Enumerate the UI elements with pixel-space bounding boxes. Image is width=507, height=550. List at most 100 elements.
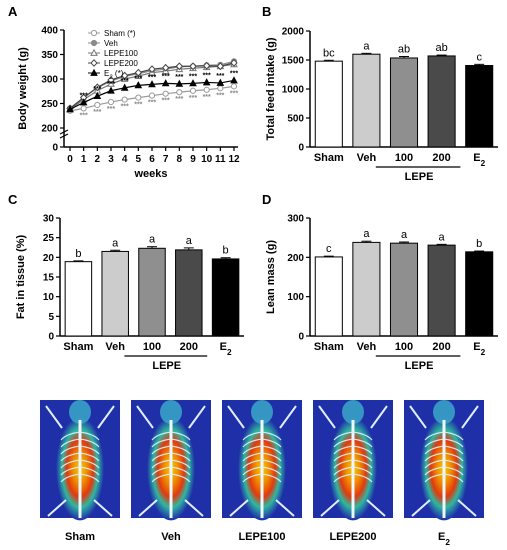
- y-tick-label: 300: [41, 75, 58, 86]
- bar: [465, 251, 494, 337]
- data-point: [120, 83, 129, 91]
- y-axis-title: Total feed intake (g): [265, 37, 277, 140]
- head-region: [160, 400, 182, 424]
- data-point: [175, 62, 184, 71]
- significance-marker: ***: [175, 96, 183, 103]
- head-region: [342, 400, 364, 424]
- data-point: [176, 89, 183, 96]
- data-point: [135, 94, 142, 101]
- data-point: [202, 61, 211, 70]
- significance-letter: a: [401, 229, 408, 241]
- significance-letter: a: [186, 235, 193, 247]
- data-point: [90, 59, 98, 67]
- x-tick-label: 6: [149, 154, 155, 165]
- data-point: [148, 65, 156, 74]
- significance-letter: a: [363, 40, 370, 52]
- significance-letter: a: [363, 228, 370, 240]
- bar: [314, 256, 343, 337]
- data-point: [107, 76, 115, 84]
- bar: [427, 244, 456, 337]
- y-tick-label: 400: [41, 26, 58, 37]
- axis-break-mark: [59, 133, 69, 139]
- legend-label: Veh: [104, 39, 118, 48]
- group-label: LEPE: [405, 171, 434, 183]
- ct-scan-veh: Veh: [131, 400, 211, 543]
- panel-label-d: D: [262, 192, 271, 207]
- scan-label: E2: [438, 531, 450, 547]
- forelimb: [45, 405, 115, 429]
- rib: [60, 452, 100, 462]
- scan-label: Sham: [65, 531, 95, 543]
- rib: [60, 459, 100, 469]
- data-point: [134, 68, 143, 77]
- x-tick-label: 10: [201, 154, 213, 165]
- category-label: 200: [432, 152, 450, 164]
- ct-scan-sham: Sham: [40, 400, 120, 543]
- rib: [424, 459, 464, 469]
- x-tick-label: 12: [228, 154, 240, 165]
- rib: [151, 438, 191, 448]
- panel-b-bar-chart: 0 500 1000 1500 2000 Total feed intake (g) bc S…: [265, 27, 498, 183]
- data-point: [134, 81, 143, 89]
- rib: [60, 473, 100, 483]
- rib: [242, 445, 282, 455]
- ct-scan-lepe100: LEPE100: [222, 400, 302, 543]
- category-label: Veh: [357, 152, 377, 164]
- rib: [424, 466, 464, 476]
- scan-label: LEPE100: [238, 531, 285, 543]
- significance-letter: b: [223, 245, 229, 257]
- significance-marker: ***: [230, 70, 238, 77]
- significance-marker: ***: [162, 73, 170, 80]
- data-point: [80, 105, 87, 112]
- data-point: [203, 86, 210, 93]
- hindlimb: [411, 499, 477, 517]
- rib: [333, 445, 373, 455]
- data-point: [79, 98, 88, 106]
- data-point: [161, 63, 170, 72]
- bar: [352, 53, 381, 148]
- x-tick-label: 8: [177, 154, 183, 165]
- rib: [242, 431, 282, 441]
- significance-marker: ***: [134, 75, 142, 82]
- y-tick-label: 350: [41, 50, 58, 61]
- category-label: Veh: [357, 341, 377, 353]
- legend-label: Sham (*): [104, 29, 136, 38]
- data-point: [90, 29, 98, 37]
- category-label: Sham: [314, 152, 344, 164]
- category-label: 200: [180, 341, 198, 353]
- significance-letter: ab: [398, 44, 410, 56]
- y-tick-label: 500: [287, 114, 304, 125]
- y-tick-label: 20: [43, 253, 55, 264]
- data-point: [202, 78, 211, 86]
- bar: [211, 258, 240, 337]
- data-point: [175, 79, 184, 87]
- significance-marker: ***: [216, 92, 224, 99]
- data-point: [161, 79, 170, 87]
- hindlimb: [320, 499, 386, 517]
- panel-c-bar-chart: 0 5 10 15 20 25 30 Fat in tissue (%) b Sham a Veh a 1…: [15, 214, 244, 372]
- category-label: E2: [220, 341, 232, 357]
- panel-label-c: C: [8, 192, 18, 207]
- x-axis-title: weeks: [133, 168, 167, 180]
- rib: [60, 445, 100, 455]
- ct-scan-e2: E2: [404, 400, 484, 547]
- data-point: [216, 62, 225, 71]
- hindlimb: [138, 499, 204, 517]
- ct-scan-lepe200: LEPE200: [313, 400, 393, 543]
- significance-marker: ***: [189, 73, 197, 80]
- y-tick-label: 0: [52, 143, 58, 154]
- data-point: [189, 79, 197, 87]
- rib: [242, 466, 282, 476]
- head-region: [69, 400, 91, 424]
- rib: [60, 431, 100, 441]
- y-tick-label: 300: [287, 214, 304, 225]
- x-tick-label: 9: [190, 154, 196, 165]
- significance-letter: c: [326, 243, 332, 255]
- rib: [424, 431, 464, 441]
- significance-letter: bc: [323, 47, 335, 59]
- forelimb: [318, 405, 388, 429]
- x-tick-label: 5: [136, 154, 142, 165]
- significance-marker: ***: [189, 95, 197, 102]
- data-point: [217, 85, 224, 92]
